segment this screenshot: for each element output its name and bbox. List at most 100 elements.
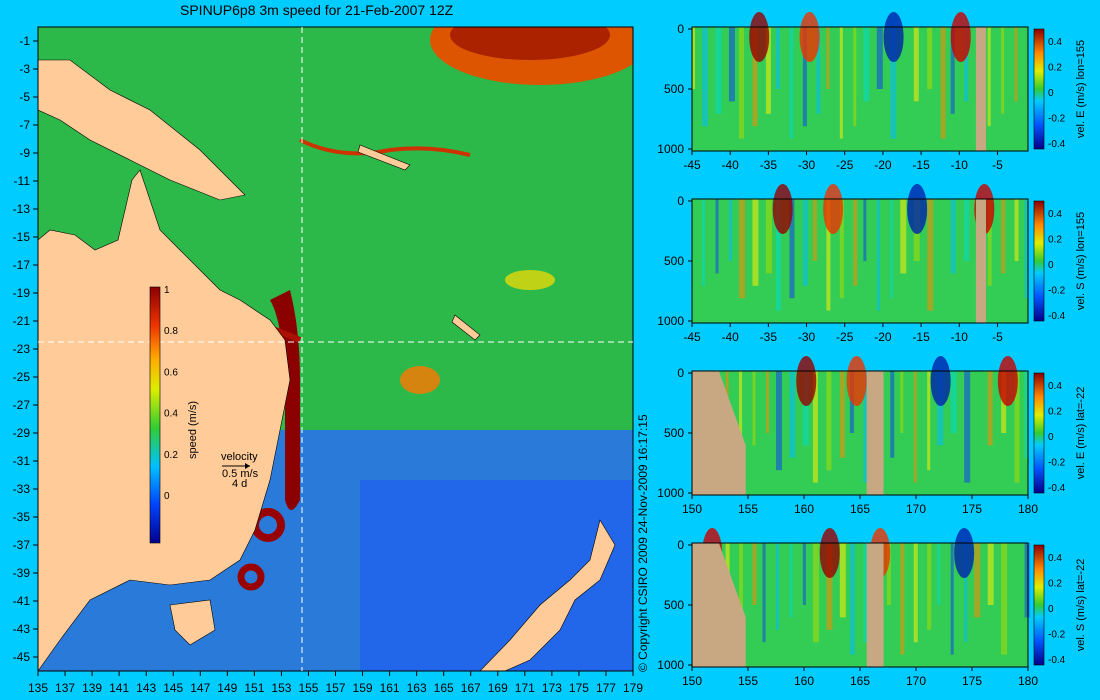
- section-ylabel: vel. S (m/s) lat=-22: [1075, 559, 1087, 652]
- copyright-text: © Copyright CSIRO 2009 24-Nov-2009 16:17…: [636, 414, 650, 672]
- section-colorbar-tick: 0: [1048, 604, 1054, 615]
- section-land: [692, 371, 746, 495]
- map-xtick-label: 139: [82, 681, 102, 695]
- map-ytick-label: -3: [19, 62, 30, 76]
- map-ytick-label: -27: [13, 398, 31, 412]
- section-land: [975, 27, 986, 151]
- map-xtick-label: 147: [190, 681, 210, 695]
- section-land: [866, 543, 884, 667]
- section-field: [692, 199, 1028, 323]
- section-colorbar-tick: 0.2: [1048, 63, 1062, 74]
- colorbar-tick-label: 0.2: [164, 450, 178, 461]
- figure-title: SPINUP6p8 3m speed for 21-Feb-2007 12Z: [180, 2, 454, 18]
- section-colorbar-tick: -0.2: [1048, 114, 1066, 125]
- section-ytick-label: 1000: [657, 314, 684, 328]
- colorbar-tick-label: 1: [164, 285, 170, 296]
- map-colorbar: [149, 286, 161, 544]
- section-land: [866, 371, 884, 495]
- map-xtick-label: 161: [380, 681, 400, 695]
- map-ytick-label: -7: [19, 118, 30, 132]
- section-colorbar-tick: 0.4: [1048, 37, 1062, 48]
- map-ytick-label: -41: [13, 594, 31, 608]
- section-xtick-label: 150: [682, 674, 702, 688]
- section-xtick-label: -30: [798, 158, 816, 172]
- map-xtick-label: 151: [244, 681, 264, 695]
- section-colorbar-tick: -0.4: [1048, 311, 1066, 322]
- section-xtick-label: -30: [798, 330, 816, 344]
- map-ytick-label: -11: [14, 174, 31, 188]
- section-ytick-label: 0: [677, 22, 684, 36]
- section-land: [975, 199, 986, 323]
- map-xtick-label: 153: [271, 681, 291, 695]
- map-xtick-label: 143: [136, 681, 156, 695]
- section-ylabel: vel. E (m/s) lon=155: [1075, 40, 1087, 138]
- section-xtick-label: 150: [682, 502, 702, 516]
- section-ytick-label: 1000: [657, 486, 684, 500]
- map-xtick-label: 135: [28, 681, 48, 695]
- section-xtick-label: -20: [874, 158, 892, 172]
- section-colorbar-tick: 0.4: [1048, 553, 1062, 564]
- colorbar-tick-label: 0.8: [164, 326, 178, 337]
- map-ytick-label: -31: [13, 454, 31, 468]
- section-colorbar: [1033, 28, 1045, 150]
- map-ytick-label: -37: [13, 538, 31, 552]
- map-xtick-label: 165: [434, 681, 454, 695]
- section-xtick-label: -15: [912, 330, 930, 344]
- section-xtick-label: 180: [1018, 502, 1038, 516]
- map-ytick-label: -9: [19, 146, 30, 160]
- section-colorbar: [1033, 544, 1045, 666]
- section-ytick-label: 500: [664, 426, 684, 440]
- section-xtick-label: -25: [836, 158, 854, 172]
- map-xtick-label: 175: [569, 681, 589, 695]
- map-ytick-label: -33: [13, 482, 31, 496]
- section-ylabel: vel. E (m/s) lat=-22: [1075, 387, 1087, 480]
- section-ylabel: vel. S (m/s) lon=155: [1075, 212, 1087, 310]
- section-xtick-label: 155: [738, 674, 758, 688]
- section-panel-1: -45 -40 -35 -30 -25 -20 -15 -10 -5 0 500 1000 0.4 0.2…: [657, 12, 1087, 172]
- map-xtick-label: 155: [298, 681, 318, 695]
- map-xtick-label: 159: [353, 681, 373, 695]
- section-colorbar-tick: 0: [1048, 88, 1054, 99]
- section-ytick-label: 500: [664, 598, 684, 612]
- map-ytick-label: -35: [13, 510, 31, 524]
- section-xtick-label: -45: [683, 330, 701, 344]
- map-ytick-label: -29: [13, 426, 31, 440]
- section-ytick-label: 0: [677, 194, 684, 208]
- map-ytick-label: -13: [13, 202, 31, 216]
- section-colorbar-tick: 0.2: [1048, 579, 1062, 590]
- map-xtick-label: 179: [623, 681, 643, 695]
- section-xtick-label: -45: [683, 158, 701, 172]
- map-ytick-label: -19: [13, 286, 31, 300]
- map-xtick-label: 173: [542, 681, 562, 695]
- map-field: [38, 27, 633, 671]
- map-xtick-label: 171: [515, 681, 535, 695]
- map-xtick-label: 137: [55, 681, 75, 695]
- map-ytick-label: -43: [13, 622, 31, 636]
- map-xtick-label: 145: [163, 681, 183, 695]
- velocity-time: 4 d: [232, 478, 247, 490]
- map-ytick-label: -39: [13, 566, 31, 580]
- section-land: [692, 543, 746, 667]
- map-xtick-label: 141: [109, 681, 129, 695]
- section-colorbar-tick: -0.4: [1048, 139, 1066, 150]
- section-xtick-label: -35: [760, 158, 778, 172]
- velocity-label: velocity: [221, 451, 258, 463]
- section-xtick-label: 165: [850, 502, 870, 516]
- section-xtick-label: 160: [794, 674, 814, 688]
- map-ytick-label: -17: [13, 258, 31, 272]
- map-ytick-label: -21: [13, 314, 31, 328]
- section-colorbar-tick: -0.4: [1048, 483, 1066, 494]
- section-colorbar-tick: 0.2: [1048, 407, 1062, 418]
- colorbar-label: speed (m/s): [187, 401, 199, 459]
- section-xtick-label: -40: [722, 330, 740, 344]
- section-colorbar-tick: -0.2: [1048, 286, 1066, 297]
- section-ytick-label: 1000: [657, 658, 684, 672]
- section-xtick-label: -35: [760, 330, 778, 344]
- section-field: [692, 27, 1028, 151]
- map-ytick-label: -15: [13, 230, 31, 244]
- velocity-scale: 0.5 m/s: [222, 468, 259, 480]
- map-xtick-label: 149: [217, 681, 237, 695]
- colorbar-tick-label: 0.4: [164, 409, 178, 420]
- section-xtick-label: 160: [794, 502, 814, 516]
